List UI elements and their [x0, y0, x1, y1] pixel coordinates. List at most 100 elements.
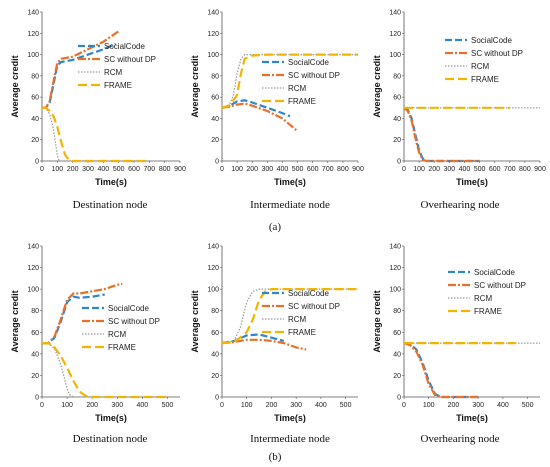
legend: SocialCode SC without DP RCM FRAME [445, 36, 523, 84]
series-line-socialcode [221, 99, 291, 118]
y-tick-label: 140 [207, 10, 219, 17]
x-tick-label: 0 [220, 402, 224, 409]
legend-entry: SC without DP [288, 302, 340, 311]
legend-entry: SocialCode [471, 36, 512, 45]
series-line-sc-without-dp [221, 102, 299, 133]
legend: SocialCode SC without DP RCM FRAME [78, 42, 156, 90]
y-tick-label: 0 [215, 159, 219, 166]
y-tick-label: 140 [27, 244, 39, 251]
x-axis-label: Time(s) [274, 413, 306, 423]
x-tick-label: 100 [413, 166, 425, 173]
x-tick-label: 200 [86, 402, 98, 409]
x-tick-label: 200 [428, 166, 440, 173]
legend-entry: SC without DP [471, 49, 523, 58]
series-line-sc-without-dp [42, 282, 123, 345]
x-tick-label: 400 [315, 402, 327, 409]
y-tick-label: 20 [393, 137, 401, 144]
x-tick-label: 200 [67, 166, 79, 173]
x-tick-label: 800 [337, 166, 349, 173]
y-axis-label: Average credit [10, 290, 20, 352]
x-tick-label: 800 [519, 166, 531, 173]
x-tick-label: 0 [402, 166, 406, 173]
x-tick-label: 200 [266, 402, 278, 409]
panel-caption: Intermediate node [250, 433, 330, 445]
x-tick-label: 300 [261, 166, 273, 173]
chart-panel-5: 0 20 40 60 80 100 120 140 0 100 200 300 400 500 Time(s… [190, 244, 358, 445]
x-tick-label: 500 [162, 402, 174, 409]
y-tick-label: 0 [35, 395, 39, 402]
x-tick-label: 400 [459, 166, 471, 173]
x-tick-label: 900 [352, 166, 364, 173]
y-tick-label: 80 [31, 308, 39, 315]
y-axis-label: Average credit [190, 290, 200, 352]
legend: SocialCode SC without DP RCM FRAME [262, 289, 340, 337]
series-line-sc-without-dp [42, 30, 120, 109]
x-axis-label: Time(s) [95, 413, 127, 423]
x-tick-label: 500 [340, 402, 352, 409]
y-tick-label: 80 [211, 73, 219, 80]
series-line-sc-without-dp [403, 342, 479, 399]
y-tick-label: 20 [211, 373, 219, 380]
y-tick-label: 140 [207, 244, 219, 251]
legend-entry: SocialCode [288, 58, 329, 67]
legend-entry: SC without DP [104, 55, 156, 64]
y-tick-label: 40 [211, 351, 219, 358]
legend-entry: SocialCode [288, 289, 329, 298]
x-tick-label: 600 [489, 166, 501, 173]
x-tick-label: 900 [174, 166, 186, 173]
chart-panel-4: 0 20 40 60 80 100 120 140 0 100 200 300 400 500 Time(s… [10, 244, 180, 445]
y-tick-label: 100 [389, 52, 401, 59]
x-tick-label: 300 [111, 402, 123, 409]
chart-panel-1: 0 20 40 60 80 100 120 140 0 100 200 300 400 500 600 700… [10, 10, 186, 212]
y-tick-label: 40 [393, 116, 401, 123]
x-tick-label: 500 [292, 166, 304, 173]
panel-caption: Overhearing node [420, 199, 499, 211]
legend-entry: RCM [104, 68, 123, 77]
x-tick-label: 100 [241, 402, 253, 409]
y-axis-label: Average credit [10, 55, 20, 117]
series-line-rcm [221, 53, 358, 109]
y-tick-label: 100 [207, 287, 219, 294]
y-tick-label: 140 [389, 244, 401, 251]
x-tick-label: 500 [522, 402, 534, 409]
x-tick-label: 0 [402, 402, 406, 409]
y-tick-label: 100 [27, 287, 39, 294]
y-tick-label: 0 [397, 395, 401, 402]
legend-entry: RCM [288, 315, 307, 324]
y-tick-label: 80 [393, 73, 401, 80]
legend-entry: FRAME [104, 81, 132, 90]
x-tick-label: 100 [51, 166, 63, 173]
legend-entry: RCM [108, 330, 127, 339]
y-tick-label: 60 [31, 330, 39, 337]
y-tick-label: 120 [27, 31, 39, 38]
x-tick-label: 200 [448, 402, 460, 409]
y-tick-label: 20 [31, 137, 39, 144]
x-tick-label: 700 [143, 166, 155, 173]
y-tick-label: 100 [389, 287, 401, 294]
x-tick-label: 600 [307, 166, 319, 173]
x-tick-label: 400 [497, 402, 509, 409]
x-tick-label: 100 [61, 402, 73, 409]
y-tick-label: 40 [31, 351, 39, 358]
y-tick-label: 60 [211, 330, 219, 337]
x-tick-label: 300 [472, 402, 484, 409]
series-line-socialcode [42, 42, 117, 109]
y-tick-label: 20 [393, 373, 401, 380]
series-line-frame [221, 53, 358, 109]
legend-entry: FRAME [108, 343, 136, 352]
y-axis-label: Average credit [190, 55, 200, 117]
x-tick-label: 400 [277, 166, 289, 173]
panel-caption: Overhearing node [420, 433, 499, 445]
legend: SocialCode SC without DP RCM FRAME [448, 268, 526, 316]
y-tick-label: 120 [207, 31, 219, 38]
row-label-a: (a) [269, 221, 282, 233]
y-tick-label: 60 [211, 95, 219, 102]
x-tick-label: 400 [97, 166, 109, 173]
x-tick-label: 800 [159, 166, 171, 173]
legend-entry: RCM [474, 294, 493, 303]
legend-entry: FRAME [471, 75, 499, 84]
y-tick-label: 80 [211, 308, 219, 315]
x-axis-label: Time(s) [456, 177, 488, 187]
